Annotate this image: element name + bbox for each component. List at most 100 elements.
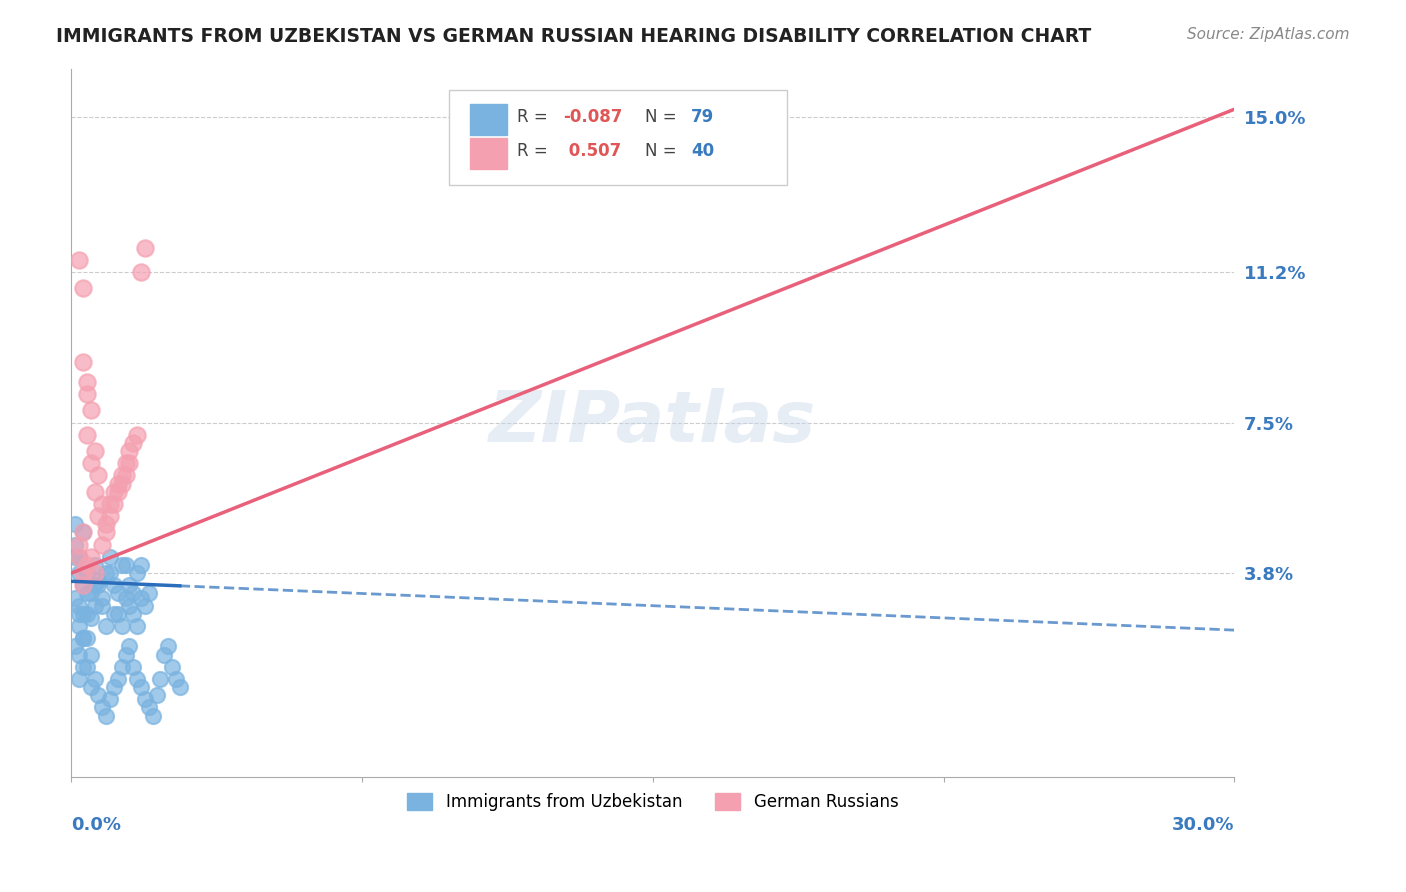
Point [129, 265, 152, 279]
Point [114, 591, 136, 605]
Point [122, 659, 145, 673]
Point [103, 607, 125, 621]
Point [67, 538, 90, 552]
Point [79, 549, 101, 564]
Point [67, 252, 90, 267]
Point [76, 659, 98, 673]
Point [72, 607, 94, 621]
Point [118, 599, 141, 613]
Point [111, 468, 134, 483]
Point [91, 538, 114, 552]
Text: 0.507: 0.507 [564, 143, 621, 161]
Point [107, 484, 129, 499]
Point [87, 468, 110, 483]
Point [127, 619, 149, 633]
Point [76, 427, 98, 442]
Point [87, 688, 110, 702]
Point [114, 468, 136, 483]
Point [63, 538, 86, 552]
Text: 30.0%: 30.0% [1173, 815, 1234, 833]
Point [76, 586, 98, 600]
Point [127, 566, 149, 581]
Point [134, 241, 156, 255]
Point [76, 632, 98, 646]
Point [114, 456, 136, 470]
Point [138, 586, 160, 600]
Point [94, 708, 117, 723]
Point [79, 456, 101, 470]
Point [111, 558, 134, 572]
Point [83, 484, 105, 499]
Point [67, 607, 90, 621]
Point [118, 578, 141, 592]
Point [63, 591, 86, 605]
Point [94, 619, 117, 633]
Point [122, 436, 145, 450]
Point [118, 640, 141, 654]
Point [98, 497, 121, 511]
Point [122, 607, 145, 621]
Point [72, 578, 94, 592]
Point [127, 427, 149, 442]
Text: 79: 79 [692, 109, 714, 127]
Point [87, 578, 110, 592]
Point [98, 692, 121, 706]
Point [103, 578, 125, 592]
Point [79, 403, 101, 417]
Point [129, 591, 152, 605]
Point [118, 444, 141, 458]
Point [114, 648, 136, 662]
Point [76, 566, 98, 581]
Point [76, 375, 98, 389]
Point [103, 497, 125, 511]
Text: -0.087: -0.087 [564, 109, 623, 127]
Text: 0.0%: 0.0% [72, 815, 121, 833]
Point [72, 632, 94, 646]
Point [98, 509, 121, 524]
Point [91, 700, 114, 714]
Text: N =: N = [645, 109, 682, 127]
Point [153, 648, 176, 662]
Point [83, 566, 105, 581]
Point [76, 558, 98, 572]
FancyBboxPatch shape [470, 104, 508, 135]
Point [76, 387, 98, 401]
Point [83, 558, 105, 572]
Point [169, 680, 191, 694]
Text: R =: R = [517, 143, 553, 161]
Point [134, 599, 156, 613]
Point [67, 619, 90, 633]
Point [79, 586, 101, 600]
Point [72, 281, 94, 295]
Point [98, 549, 121, 564]
Point [72, 525, 94, 540]
Point [63, 517, 86, 532]
Point [72, 632, 94, 646]
Text: Source: ZipAtlas.com: Source: ZipAtlas.com [1187, 27, 1350, 42]
Point [67, 648, 90, 662]
Point [134, 692, 156, 706]
Point [129, 680, 152, 694]
Point [107, 607, 129, 621]
Point [107, 476, 129, 491]
Point [67, 599, 90, 613]
Point [118, 456, 141, 470]
Point [79, 680, 101, 694]
Text: ZIPatlas: ZIPatlas [489, 388, 817, 457]
Point [72, 525, 94, 540]
Point [72, 354, 94, 368]
Point [79, 648, 101, 662]
Point [142, 708, 165, 723]
Point [165, 672, 187, 686]
Point [107, 672, 129, 686]
Point [63, 640, 86, 654]
Point [94, 525, 117, 540]
Point [114, 558, 136, 572]
Point [111, 619, 134, 633]
Text: N =: N = [645, 143, 682, 161]
FancyBboxPatch shape [470, 138, 508, 169]
Point [83, 444, 105, 458]
Point [103, 680, 125, 694]
Point [76, 607, 98, 621]
Point [63, 549, 86, 564]
